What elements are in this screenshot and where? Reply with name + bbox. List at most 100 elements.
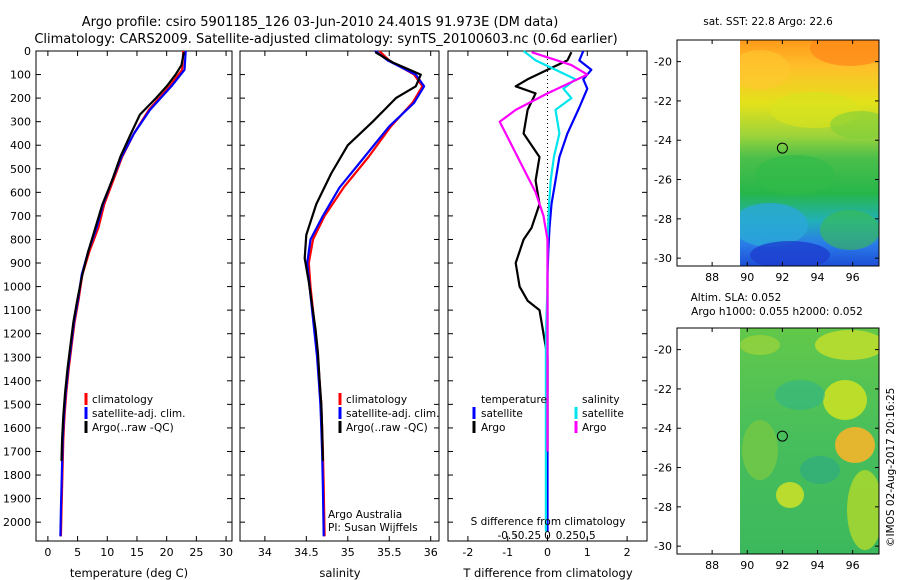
- temperature-panel: 0100200300400500600700800900100011001200…: [3, 45, 233, 580]
- lon-tick-label: 90: [740, 271, 754, 284]
- lon-tick-label: 92: [775, 559, 789, 572]
- sst-map: sat. SST: 22.8 Argo: 22.6 88 90 92 94 96 -20 -…: [654, 16, 880, 284]
- x-tick-label: 10: [100, 546, 114, 559]
- s-difference-label: S difference from climatology: [471, 516, 626, 528]
- sst-map-frame: [676, 39, 880, 267]
- title-line-1: Argo profile: csiro 5901185_126 03-Jun-2…: [82, 15, 559, 30]
- legend-label-climatology: climatology: [346, 394, 407, 406]
- depth-tick-label: 700: [10, 210, 31, 223]
- lat-tick-label: -24: [654, 134, 672, 147]
- lat-tick-label: -20: [654, 344, 672, 357]
- salinity-legend: climatology satellite-adj. clim. Argo(..…: [338, 393, 439, 434]
- x-tick-label: 36: [424, 546, 438, 559]
- difference-depth-ticks: [448, 50, 647, 523]
- lon-tick-label: 96: [846, 559, 860, 572]
- legend-label-satellite-adj: satellite-adj. clim.: [346, 408, 439, 420]
- lon-tick-label: 96: [846, 271, 860, 284]
- salinity-panel: 34 34.5 35 35.5 36 climatology satellite-adj…: [239, 50, 440, 580]
- depth-axis: 0 100 200 300 400 500 600 700 800 900 1000 1100 1200…: [3, 45, 232, 529]
- sst-field: [740, 40, 879, 266]
- sla-map-title-2: Argo h1000: 0.055 h2000: 0.052: [691, 306, 863, 318]
- depth-tick-label: 1800: [3, 469, 31, 482]
- x-tick-label: 34: [258, 546, 272, 559]
- lat-tick-label: -30: [654, 540, 672, 553]
- x-tick-label: 35: [341, 546, 355, 559]
- lat-tick-label: -22: [654, 95, 672, 108]
- depth-tick-label: 2000: [3, 516, 31, 529]
- series-line: [498, 51, 589, 452]
- t-difference-label: T difference from climatology: [462, 566, 633, 580]
- legend-label-sal-argo: Argo: [582, 422, 606, 434]
- x-tick-label: 20: [160, 546, 174, 559]
- x-tick-label: 15: [130, 546, 144, 559]
- sla-map: Altim. SLA: 0.052 Argo h1000: 0.055 h200…: [654, 292, 880, 572]
- legend-label-argo: Argo(..raw -QC): [92, 422, 174, 434]
- sst-map-axes: 88 90 92 94 96 -20 -22 -24 -26 -28 -30: [654, 40, 879, 284]
- depth-tick-label: 1700: [3, 445, 31, 458]
- x-tick-label: -1: [502, 546, 513, 559]
- salinity-difference-ticks: -0.5-0.25 0 0.25 0.5: [497, 530, 595, 542]
- difference-x-axis: -2 -1 0 1 2: [462, 51, 631, 559]
- sla-argo-position-marker: [776, 430, 788, 442]
- legend-label-climatology: climatology: [92, 394, 153, 406]
- legend-label-sal-satellite: satellite: [582, 408, 624, 420]
- lat-tick-label: -22: [654, 383, 672, 396]
- lat-tick-label: -26: [654, 174, 672, 187]
- series-line: [546, 50, 593, 532]
- sla-map-frame: [676, 327, 880, 555]
- lon-tick-label: 88: [705, 271, 719, 284]
- sla-field: [740, 328, 879, 554]
- difference-panel: -2 -1 0 1 2 temperature salinity satellite A…: [447, 50, 648, 580]
- x-tick-label: 0: [44, 546, 51, 559]
- temperature-legend: climatology satellite-adj. clim. Argo(..…: [84, 393, 185, 434]
- difference-legend: temperature salinity satellite Argo sate…: [472, 394, 624, 434]
- x-tick-label: 34.5: [294, 546, 319, 559]
- x-tick-label: -2: [462, 546, 473, 559]
- sst-map-title: sat. SST: 22.8 Argo: 22.6: [703, 16, 833, 28]
- legend-label-argo: Argo(..raw -QC): [346, 422, 428, 434]
- salinity-profiles: [303, 50, 426, 537]
- imos-timestamp: ©IMOS 02-Aug-2017 20:16:25: [885, 388, 897, 547]
- x-tick-label: 0: [544, 546, 551, 559]
- s-tick-label: 0: [544, 530, 551, 542]
- lon-tick-label: 88: [705, 559, 719, 572]
- legend-label-temp-satellite: satellite: [481, 408, 523, 420]
- temperature-axes-frame: [35, 50, 233, 542]
- depth-tick-label: 0: [24, 45, 31, 58]
- salinity-x-axis: 34 34.5 35 35.5 36: [258, 51, 438, 559]
- annotation-pi: PI: Susan Wijffels: [328, 522, 418, 534]
- depth-tick-label: 1500: [3, 398, 31, 411]
- temperature-x-axis: 0 5 10 15 20 25 30: [44, 51, 233, 559]
- x-tick-label: 30: [219, 546, 233, 559]
- lat-tick-label: -26: [654, 462, 672, 475]
- depth-tick-label: 1400: [3, 375, 31, 388]
- series-line: [303, 51, 422, 461]
- temperature-x-label: temperature (deg C): [70, 566, 188, 580]
- depth-tick-label: 1600: [3, 422, 31, 435]
- legend-label-temp-argo: Argo: [481, 422, 505, 434]
- depth-tick-label: 900: [10, 257, 31, 270]
- s-tick-label: -0.25: [514, 530, 541, 542]
- lon-tick-label: 90: [740, 559, 754, 572]
- lat-tick-label: -20: [654, 56, 672, 69]
- x-tick-label: 25: [189, 546, 203, 559]
- annotation-argo-australia: Argo Australia: [328, 509, 402, 521]
- series-line: [307, 50, 424, 537]
- lat-tick-label: -24: [654, 422, 672, 435]
- series-line: [522, 50, 577, 532]
- x-tick-label: 5: [74, 546, 81, 559]
- depth-tick-label: 100: [10, 69, 31, 82]
- depth-tick-label: 1100: [3, 304, 31, 317]
- lat-tick-label: -30: [654, 252, 672, 265]
- salinity-x-label: salinity: [319, 566, 360, 580]
- legend-title-temperature: temperature: [481, 394, 547, 406]
- s-tick-label: 0.5: [579, 530, 596, 542]
- legend-label-satellite-adj: satellite-adj. clim.: [92, 408, 185, 420]
- difference-profiles: [498, 50, 593, 532]
- s-tick-label: -0.5: [497, 530, 518, 542]
- lon-tick-label: 92: [775, 271, 789, 284]
- sst-argo-position-marker: [776, 142, 788, 154]
- temperature-profiles: [59, 50, 187, 537]
- x-tick-label: 35.5: [377, 546, 402, 559]
